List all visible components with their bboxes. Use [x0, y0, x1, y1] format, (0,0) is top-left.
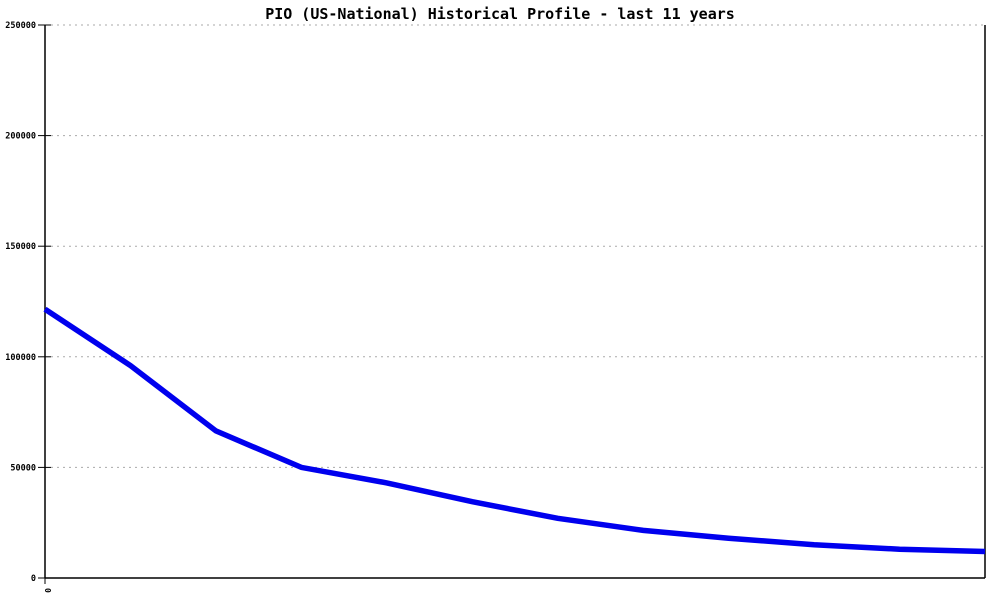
- y-tick-label: 50000: [10, 463, 36, 473]
- y-tick-label: 100000: [5, 353, 36, 363]
- data-series-line: [43, 306, 986, 555]
- y-tick-label: 150000: [5, 242, 36, 252]
- y-tick-label: 200000: [5, 132, 36, 142]
- x-tick-label: 0: [43, 588, 52, 593]
- y-tick-label: 250000: [5, 21, 36, 31]
- chart-title: PIO (US-National) Historical Profile - l…: [265, 5, 735, 23]
- y-tick-label: 0: [31, 574, 36, 584]
